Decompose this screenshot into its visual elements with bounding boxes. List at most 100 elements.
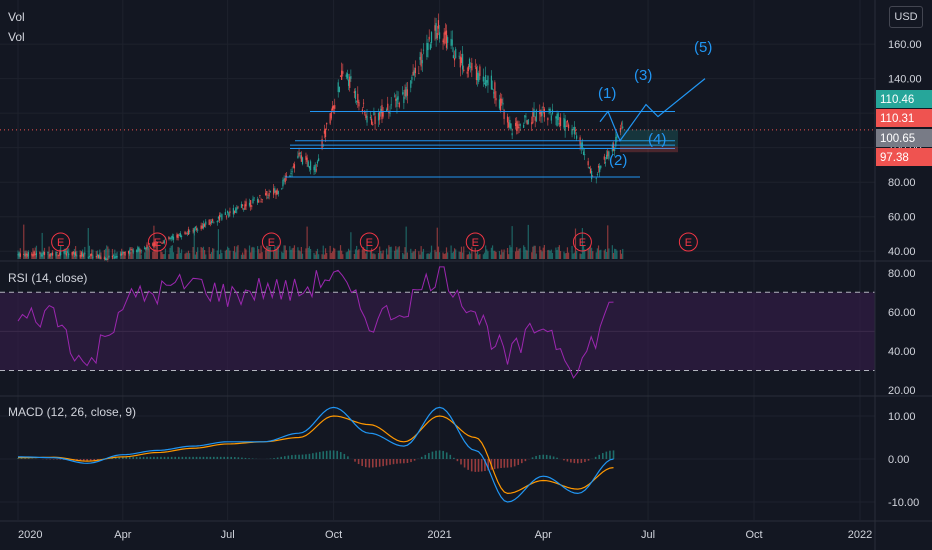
candle-body bbox=[179, 233, 182, 238]
candle-body bbox=[162, 242, 164, 244]
candle-body bbox=[447, 37, 449, 43]
candle-body bbox=[331, 106, 334, 111]
macd-histogram-bar bbox=[580, 459, 583, 463]
volume-bar bbox=[525, 249, 527, 259]
price-badge-label: 100.65 bbox=[880, 133, 915, 145]
macd-histogram-bar bbox=[146, 456, 148, 459]
candle-body bbox=[453, 58, 456, 61]
macd-histogram-bar bbox=[389, 459, 391, 465]
x-tick-label: Oct bbox=[325, 529, 342, 541]
candle-body bbox=[485, 75, 487, 86]
candle-body bbox=[347, 79, 350, 86]
volume-bar bbox=[334, 248, 336, 259]
volume-bar bbox=[266, 245, 268, 259]
candle-body bbox=[382, 111, 384, 117]
volume-bar bbox=[148, 248, 150, 259]
earnings-marker bbox=[359, 232, 379, 252]
candle-body bbox=[558, 123, 560, 125]
volume-bar bbox=[341, 250, 343, 259]
macd-histogram-bar bbox=[364, 459, 367, 468]
candle-body bbox=[184, 231, 186, 235]
candle-body bbox=[326, 122, 328, 125]
volume-bar bbox=[130, 251, 132, 259]
macd-histogram-bar bbox=[467, 459, 469, 470]
volume-bar bbox=[526, 250, 528, 259]
volume-bar bbox=[364, 249, 366, 259]
legend-vol-1: Vol bbox=[8, 10, 25, 24]
candle-body bbox=[318, 158, 320, 162]
volume-bar bbox=[428, 253, 430, 259]
volume-bar bbox=[371, 248, 373, 259]
volume-bar bbox=[23, 224, 25, 259]
candle-body bbox=[478, 73, 480, 82]
candle-body bbox=[379, 111, 381, 120]
macd-histogram-bar bbox=[199, 456, 201, 459]
macd-histogram-bar bbox=[283, 456, 286, 459]
candle-body bbox=[614, 149, 616, 151]
candle-body bbox=[487, 76, 489, 86]
macd-histogram-bar bbox=[329, 450, 331, 459]
macd-pane[interactable] bbox=[17, 406, 615, 503]
candle-body bbox=[349, 76, 351, 88]
candle-body bbox=[547, 117, 549, 121]
volume-bar bbox=[87, 228, 89, 259]
macd-histogram-bar bbox=[82, 459, 85, 462]
candle-body bbox=[229, 211, 231, 214]
candle-body bbox=[548, 108, 550, 111]
volume-bar bbox=[333, 247, 335, 259]
macd-histogram-bar bbox=[521, 459, 523, 464]
volume-bar bbox=[468, 251, 471, 259]
candle-body bbox=[532, 112, 534, 123]
volume-bar bbox=[27, 250, 29, 259]
candle-body bbox=[443, 32, 445, 44]
volume-bar bbox=[152, 251, 154, 259]
volume-bar bbox=[195, 251, 198, 259]
volume-bar bbox=[487, 251, 489, 259]
macd-histogram-bar bbox=[156, 456, 159, 459]
macd-histogram-bar bbox=[517, 459, 520, 465]
macd-histogram-bar bbox=[160, 456, 162, 459]
candle-body bbox=[315, 169, 317, 171]
volume-bar bbox=[56, 254, 58, 259]
candle-body bbox=[245, 201, 247, 207]
volume-bar bbox=[58, 249, 61, 259]
macd-histogram-bar bbox=[354, 459, 356, 462]
volume-bar bbox=[305, 248, 307, 259]
volume-bar bbox=[309, 248, 312, 259]
rsi-pane[interactable] bbox=[0, 266, 875, 379]
volume-bar bbox=[326, 253, 328, 259]
volume-bar bbox=[107, 246, 109, 259]
candle-body bbox=[476, 72, 479, 81]
currency-button[interactable]: USD bbox=[889, 6, 923, 28]
volume-bar bbox=[129, 247, 131, 259]
candle-body bbox=[177, 234, 179, 239]
candle-body bbox=[463, 69, 465, 71]
volume-bar bbox=[187, 250, 190, 259]
wave-label: (5) bbox=[694, 39, 712, 56]
candle-body bbox=[543, 108, 545, 118]
candle-body bbox=[259, 195, 261, 197]
volume-bar bbox=[185, 252, 187, 259]
candle-body bbox=[275, 190, 277, 196]
macd-histogram-bar bbox=[570, 459, 572, 463]
volume-bar bbox=[533, 245, 535, 259]
volume-bar bbox=[381, 253, 383, 259]
candle-body bbox=[358, 101, 360, 107]
macd-histogram-bar bbox=[477, 459, 480, 472]
macd-histogram-bar bbox=[484, 459, 486, 472]
macd-histogram-bar bbox=[396, 459, 398, 464]
macd-histogram-bar bbox=[445, 452, 448, 459]
candle-body bbox=[620, 123, 623, 125]
macd-histogram-bar bbox=[118, 456, 121, 459]
candle-body bbox=[237, 206, 239, 208]
position-stop-zone bbox=[620, 146, 678, 153]
volume-bar bbox=[229, 250, 231, 259]
volume-bar bbox=[411, 252, 413, 259]
volume-bar bbox=[285, 250, 287, 259]
volume-bar bbox=[277, 245, 279, 259]
volume-bar bbox=[608, 248, 610, 259]
volume-bar bbox=[194, 254, 196, 259]
macd-histogram-bar bbox=[566, 459, 569, 462]
price-pane[interactable]: (1) (2) (3) (4) (5) E E E E E E E bbox=[0, 13, 875, 263]
candle-body bbox=[228, 212, 230, 218]
